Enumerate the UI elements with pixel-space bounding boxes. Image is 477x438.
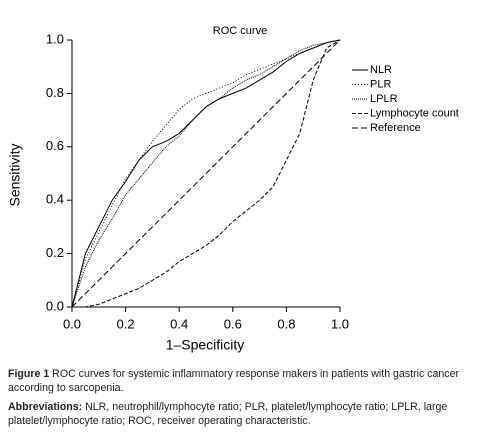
chart: ROC curve 1–Specificity Sensitivity 0.0 0… (7, 25, 459, 353)
x-tick-label: 0.4 (170, 316, 188, 331)
legend-label: LPLR (370, 93, 398, 105)
x-tick-label: 0.0 (63, 316, 81, 331)
y-axis-label: Sensitivity (7, 143, 23, 206)
y-tick-label: 0.6 (46, 138, 64, 153)
chart-title: ROC curve (213, 25, 267, 37)
caption-text: ROC curves for systemic inflammatory res… (8, 368, 459, 394)
abbreviations-text: NLR, neutrophil/lymphocyte ratio; PLR, p… (8, 401, 448, 427)
legend-label: PLR (370, 78, 391, 90)
y-tick-label: 0.2 (46, 245, 64, 260)
roc-line (71, 39, 341, 308)
abbreviations: Abbreviations: NLR, neutrophil/lymphocyt… (8, 400, 470, 428)
x-tick-label: 0.2 (117, 316, 135, 331)
legend-label: NLR (370, 64, 392, 76)
roc-line (72, 39, 341, 308)
y-tick-label: 1.0 (46, 31, 64, 46)
x-tick-label: 0.8 (277, 316, 295, 331)
roc-line (71, 39, 341, 308)
caption-label: Figure 1 (8, 368, 50, 380)
roc-line (71, 39, 341, 308)
legend-label: Reference (370, 122, 421, 134)
x-tick-label: 1.0 (331, 316, 349, 331)
legend-label: Lymphocyte count (370, 107, 459, 119)
y-tick-label: 0.8 (46, 85, 64, 100)
abbreviations-label: Abbreviations: (8, 401, 83, 413)
x-tick-label: 0.6 (224, 316, 242, 331)
y-tick-label: 0.4 (46, 192, 64, 207)
x-axis-label: 1–Specificity (166, 337, 245, 353)
caption: Figure 1 ROC curves for systemic inflamm… (8, 367, 470, 395)
y-tick-label: 0.0 (46, 298, 64, 313)
